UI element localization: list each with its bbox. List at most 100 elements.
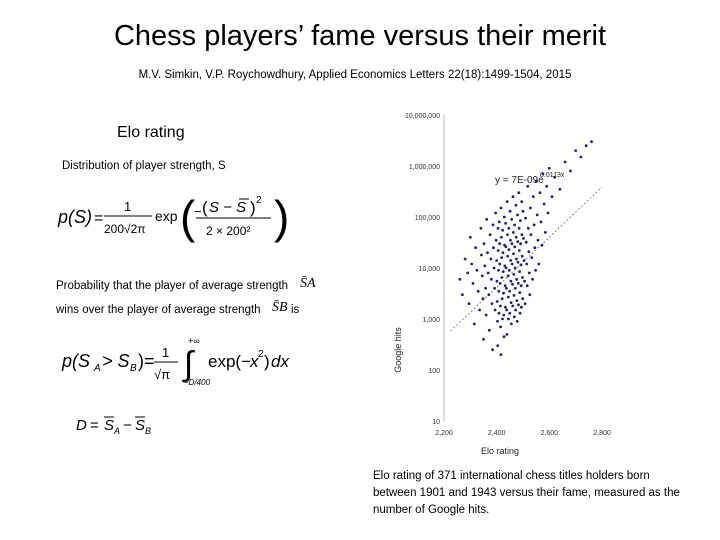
svg-text:x: x	[249, 352, 259, 371]
scatter-point	[509, 259, 512, 262]
scatter-point	[472, 322, 476, 326]
scatter-point	[579, 155, 583, 159]
scatter-point	[535, 213, 539, 217]
scatter-point	[535, 180, 538, 183]
svg-text:1: 1	[162, 345, 169, 360]
probability-line-2: wins over the player of average strength	[56, 304, 261, 316]
scatter-point	[541, 172, 545, 176]
scatter-point	[553, 175, 556, 179]
scatter-point	[518, 291, 522, 294]
scatter-point	[545, 184, 549, 188]
scatter-point	[497, 268, 500, 272]
scatter-point	[520, 305, 523, 309]
scatter-point	[506, 295, 510, 299]
scatter-point	[492, 266, 496, 270]
scatter-point	[518, 270, 521, 273]
scatter-point	[517, 191, 521, 195]
scatter-point	[525, 262, 529, 266]
scatter-point	[478, 308, 481, 312]
scatter-point	[517, 249, 521, 252]
scatter-point	[520, 254, 524, 258]
symbol-sa: S̄A	[300, 276, 316, 291]
scatter-point	[489, 257, 493, 261]
svg-text:√π: √π	[154, 367, 170, 382]
scatter-point	[517, 303, 520, 307]
chart-ticks: 10 100 1,000 10,000 100,000 1,000,000 10,000,0…	[405, 113, 611, 437]
x-tick-label: 2,400	[488, 430, 506, 437]
svg-text:dx: dx	[271, 352, 289, 371]
svg-text:∫: ∫	[182, 345, 195, 383]
figure-caption: Elo rating of 371 international chess ti…	[373, 470, 680, 516]
svg-text:p(S: p(S	[61, 351, 90, 371]
scatter-point	[491, 223, 495, 227]
scatter-point	[512, 273, 516, 276]
svg-text:−D/400: −D/400	[184, 378, 211, 387]
scatter-point	[497, 220, 501, 224]
scatter-point	[500, 297, 504, 301]
scatter-point	[482, 242, 486, 246]
scatter-point	[513, 266, 517, 270]
scatter-point	[507, 248, 511, 252]
formula-probability: p(S A > S B )= 1 √π ∫ +∞ −D/400 exp(− x …	[61, 336, 289, 387]
svg-text:2: 2	[256, 195, 262, 206]
scatter-point	[524, 240, 528, 244]
y-tick-label: 1,000	[422, 317, 440, 324]
scatter-point	[507, 317, 510, 321]
scatter-point	[508, 311, 512, 315]
scatter-point	[495, 259, 499, 262]
scatter-point	[515, 319, 519, 323]
svg-text:−: −	[194, 204, 202, 219]
svg-text:): )	[250, 198, 256, 217]
scatter-point	[536, 238, 540, 242]
scatter-point	[518, 311, 522, 315]
scatter-point	[496, 249, 500, 252]
scatter-point	[550, 195, 554, 199]
scatter-point	[490, 302, 494, 305]
scatter-point	[517, 226, 521, 230]
scatter-point	[519, 219, 522, 222]
scatter-point	[574, 149, 578, 152]
y-tick-label: 100,000	[415, 215, 440, 222]
trend-line	[450, 186, 603, 332]
scatter-point	[493, 286, 496, 290]
svg-text:> S: > S	[102, 351, 130, 371]
scatter-point	[531, 195, 535, 199]
scatter-point	[495, 279, 499, 283]
scatter-point	[510, 322, 513, 326]
scatter-point	[495, 300, 499, 303]
scatter-point	[497, 289, 501, 293]
scatter-point	[474, 246, 477, 250]
x-axis-label: Elo rating	[481, 446, 519, 456]
scatter-point	[498, 282, 502, 285]
scatter-point	[506, 233, 509, 237]
scatter-chart: 10 100 1,000 10,000 100,000 1,000,000 10,000,0…	[393, 113, 611, 456]
svg-text:(: (	[180, 191, 196, 243]
scatter-point	[498, 242, 501, 246]
scatter-point	[521, 276, 524, 279]
scatter-point	[525, 284, 529, 288]
scatter-point	[500, 235, 503, 239]
svg-text:B: B	[145, 426, 151, 436]
x-tick-label: 2,600	[541, 430, 559, 437]
x-tick-label: 2,200	[435, 430, 453, 437]
symbol-sb: S̄B	[272, 300, 288, 315]
scatter-point	[504, 222, 507, 225]
scatter-point	[523, 302, 527, 305]
scatter-point	[516, 213, 519, 217]
scatter-point	[519, 284, 523, 288]
scatter-point	[505, 308, 509, 312]
y-tick-label: 10,000,000	[405, 113, 440, 120]
svg-text:+∞: +∞	[188, 336, 200, 346]
scatter-point	[505, 286, 508, 290]
scatter-point	[524, 216, 527, 220]
scatter-point	[507, 268, 511, 272]
scatter-point	[496, 344, 500, 348]
scatter-point	[475, 268, 479, 272]
fit-exponent: 0.0113x	[540, 172, 565, 179]
svg-text:2 × 200²: 2 × 200²	[206, 224, 250, 238]
scatter-point	[563, 160, 567, 164]
y-tick-label: 10	[432, 419, 440, 426]
scatter-point	[515, 299, 519, 302]
scatter-point	[529, 206, 532, 210]
scatter-point	[484, 286, 487, 290]
